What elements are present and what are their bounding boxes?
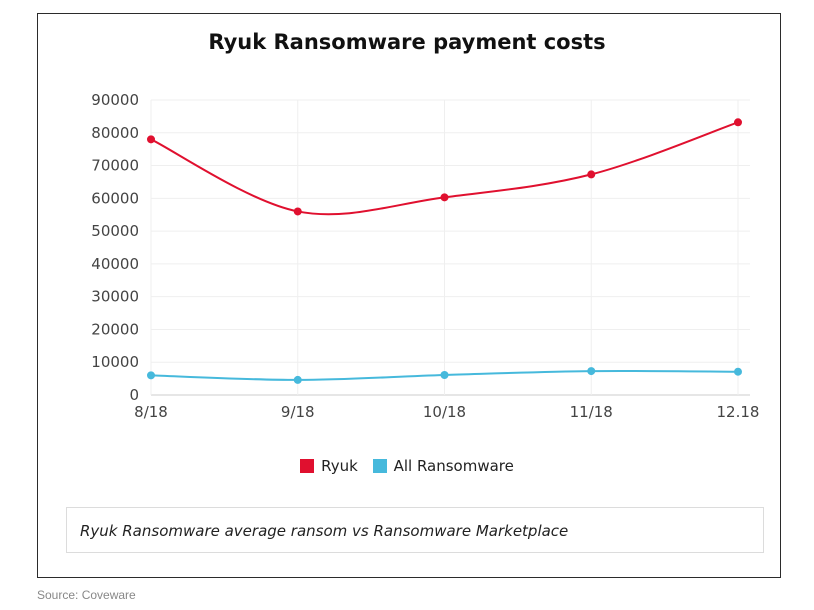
data-point-ryuk[interactable] [293,207,302,216]
x-tick-label: 11/18 [570,403,613,421]
y-tick-label: 90000 [91,91,139,109]
line-chart: 0 10000 20000 30000 40000 50000 60000 70000 8000… [91,91,759,421]
y-tick-label: 70000 [91,157,139,175]
legend-item-ryuk[interactable]: Ryuk [300,457,358,475]
x-tick-label: 10/18 [423,403,466,421]
y-tick-label: 30000 [91,288,139,306]
y-tick-label: 20000 [91,320,139,338]
y-tick-label: 10000 [91,353,139,371]
chart-caption: Ryuk Ransomware average ransom vs Ransom… [80,522,569,540]
y-tick-label: 60000 [91,189,139,207]
data-point-ryuk[interactable] [440,193,449,202]
legend-item-all-ransomware[interactable]: All Ransomware [372,457,514,475]
series-points [147,118,742,384]
data-point-ryuk[interactable] [587,170,596,179]
x-axis-ticks: 8/18 9/18 10/18 11/18 12.18 [134,403,759,421]
y-tick-label: 80000 [91,124,139,142]
data-point-ryuk[interactable] [734,118,742,127]
legend-label-ryuk: Ryuk [321,457,358,475]
data-point-all-ransomware[interactable] [293,375,302,384]
grid-lines [150,99,750,396]
data-point-all-ransomware[interactable] [587,367,596,376]
legend-swatch-all-ransomware [372,459,387,473]
chart-frame [37,13,781,578]
x-tick-label: 12.18 [717,403,760,421]
legend: Ryuk All Ransomware [0,457,814,477]
data-point-all-ransomware[interactable] [147,371,155,380]
y-tick-label: 50000 [91,222,139,240]
x-tick-label: 8/18 [134,403,168,421]
data-point-ryuk[interactable] [147,135,155,144]
y-tick-label: 0 [129,386,139,404]
caption-box: Ryuk Ransomware average ransom vs Ransom… [66,507,764,553]
legend-swatch-ryuk [300,459,315,473]
data-point-all-ransomware[interactable] [734,367,742,376]
source-credit: Source: Coveware [37,588,136,602]
y-tick-label: 40000 [91,255,139,273]
chart-title: Ryuk Ransomware payment costs [208,30,606,54]
legend-label-all-ransomware: All Ransomware [393,457,514,475]
x-tick-label: 9/18 [281,403,315,421]
y-axis-ticks: 0 10000 20000 30000 40000 50000 60000 70000 8000… [91,91,139,404]
data-point-all-ransomware[interactable] [440,371,449,380]
